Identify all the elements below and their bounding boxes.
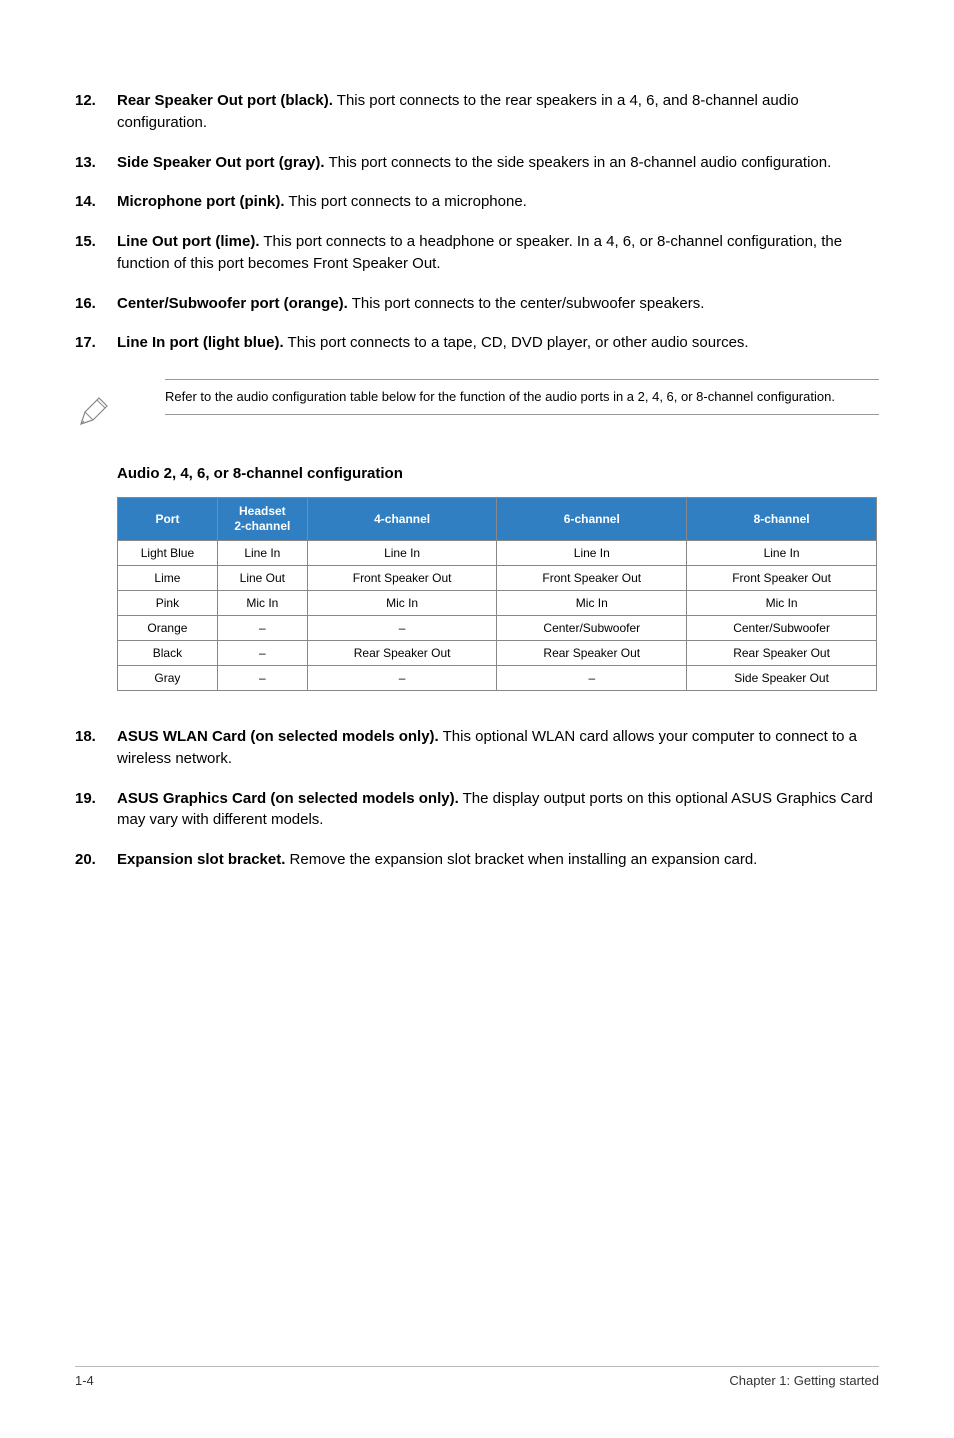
- table-row: Lime Line Out Front Speaker Out Front Sp…: [118, 566, 877, 591]
- item-body: ASUS WLAN Card (on selected models only)…: [117, 726, 879, 770]
- item-body: Rear Speaker Out port (black). This port…: [117, 90, 879, 134]
- item-text: Remove the expansion slot bracket when i…: [285, 851, 757, 868]
- td: Orange: [118, 616, 218, 641]
- audio-config-table: Port Headset 2-channel 4-channel 6-chann…: [117, 497, 877, 691]
- item-bold: Side Speaker Out port (gray).: [117, 154, 325, 171]
- note-block: Refer to the audio configuration table b…: [75, 379, 879, 430]
- list-top: 12. Rear Speaker Out port (black). This …: [75, 90, 879, 354]
- td: Line In: [687, 541, 877, 566]
- footer-chapter: Chapter 1: Getting started: [729, 1373, 879, 1388]
- th-4ch: 4-channel: [307, 498, 497, 541]
- item-bold: Line Out port (lime).: [117, 233, 260, 250]
- td: –: [307, 616, 497, 641]
- td: Front Speaker Out: [687, 566, 877, 591]
- td: Rear Speaker Out: [497, 641, 687, 666]
- note-text: Refer to the audio configuration table b…: [165, 379, 879, 415]
- item-19: 19. ASUS Graphics Card (on selected mode…: [75, 788, 879, 832]
- td: –: [497, 666, 687, 691]
- item-20: 20. Expansion slot bracket. Remove the e…: [75, 849, 879, 871]
- item-bold: Line In port (light blue).: [117, 334, 284, 351]
- item-num: 15.: [75, 231, 117, 275]
- item-num: 12.: [75, 90, 117, 134]
- item-num: 17.: [75, 332, 117, 354]
- item-bold: Rear Speaker Out port (black).: [117, 92, 333, 109]
- item-12: 12. Rear Speaker Out port (black). This …: [75, 90, 879, 134]
- item-text: This port connects to a tape, CD, DVD pl…: [284, 334, 749, 351]
- td: Line Out: [217, 566, 307, 591]
- item-bold: ASUS WLAN Card (on selected models only)…: [117, 728, 439, 745]
- item-num: 18.: [75, 726, 117, 770]
- item-num: 13.: [75, 152, 117, 174]
- item-body: Line In port (light blue). This port con…: [117, 332, 879, 354]
- table-row: Black – Rear Speaker Out Rear Speaker Ou…: [118, 641, 877, 666]
- item-num: 14.: [75, 191, 117, 213]
- item-15: 15. Line Out port (lime). This port conn…: [75, 231, 879, 275]
- footer-page-num: 1-4: [75, 1373, 94, 1388]
- td: Lime: [118, 566, 218, 591]
- item-bold: Microphone port (pink).: [117, 193, 284, 210]
- td: Pink: [118, 591, 218, 616]
- list-bottom: 18. ASUS WLAN Card (on selected models o…: [75, 726, 879, 871]
- td: –: [217, 616, 307, 641]
- td: Line In: [217, 541, 307, 566]
- item-text: This port connects to the side speakers …: [325, 154, 832, 171]
- td: Black: [118, 641, 218, 666]
- td: Rear Speaker Out: [307, 641, 497, 666]
- td: Front Speaker Out: [497, 566, 687, 591]
- item-num: 20.: [75, 849, 117, 871]
- item-body: Expansion slot bracket. Remove the expan…: [117, 849, 879, 871]
- item-num: 16.: [75, 293, 117, 315]
- item-num: 19.: [75, 788, 117, 832]
- item-13: 13. Side Speaker Out port (gray). This p…: [75, 152, 879, 174]
- td: –: [217, 666, 307, 691]
- table-title: Audio 2, 4, 6, or 8-channel configuratio…: [117, 465, 879, 482]
- th-8ch: 8-channel: [687, 498, 877, 541]
- pencil-icon: [75, 394, 115, 430]
- item-body: ASUS Graphics Card (on selected models o…: [117, 788, 879, 832]
- td: Mic In: [497, 591, 687, 616]
- td: Center/Subwoofer: [687, 616, 877, 641]
- td: Light Blue: [118, 541, 218, 566]
- td: Mic In: [217, 591, 307, 616]
- item-bold: ASUS Graphics Card (on selected models o…: [117, 790, 459, 807]
- item-18: 18. ASUS WLAN Card (on selected models o…: [75, 726, 879, 770]
- item-17: 17. Line In port (light blue). This port…: [75, 332, 879, 354]
- item-bold: Center/Subwoofer port (orange).: [117, 295, 348, 312]
- td: –: [217, 641, 307, 666]
- item-text: This port connects to the center/subwoof…: [348, 295, 705, 312]
- td: Line In: [497, 541, 687, 566]
- td: Mic In: [687, 591, 877, 616]
- item-body: Line Out port (lime). This port connects…: [117, 231, 879, 275]
- td: Line In: [307, 541, 497, 566]
- td: Side Speaker Out: [687, 666, 877, 691]
- th-2ch: Headset 2-channel: [217, 498, 307, 541]
- table-row: Orange – – Center/Subwoofer Center/Subwo…: [118, 616, 877, 641]
- item-body: Center/Subwoofer port (orange). This por…: [117, 293, 879, 315]
- td: Center/Subwoofer: [497, 616, 687, 641]
- item-14: 14. Microphone port (pink). This port co…: [75, 191, 879, 213]
- td: Rear Speaker Out: [687, 641, 877, 666]
- table-row: Gray – – – Side Speaker Out: [118, 666, 877, 691]
- td: Gray: [118, 666, 218, 691]
- item-text: This port connects to a microphone.: [284, 193, 526, 210]
- td: –: [307, 666, 497, 691]
- th-6ch: 6-channel: [497, 498, 687, 541]
- th-port: Port: [118, 498, 218, 541]
- item-bold: Expansion slot bracket.: [117, 851, 285, 868]
- item-body: Microphone port (pink). This port connec…: [117, 191, 879, 213]
- page-footer: 1-4 Chapter 1: Getting started: [75, 1366, 879, 1388]
- table-row: Pink Mic In Mic In Mic In Mic In: [118, 591, 877, 616]
- table-header-row: Port Headset 2-channel 4-channel 6-chann…: [118, 498, 877, 541]
- td: Front Speaker Out: [307, 566, 497, 591]
- td: Mic In: [307, 591, 497, 616]
- table-row: Light Blue Line In Line In Line In Line …: [118, 541, 877, 566]
- item-16: 16. Center/Subwoofer port (orange). This…: [75, 293, 879, 315]
- item-body: Side Speaker Out port (gray). This port …: [117, 152, 879, 174]
